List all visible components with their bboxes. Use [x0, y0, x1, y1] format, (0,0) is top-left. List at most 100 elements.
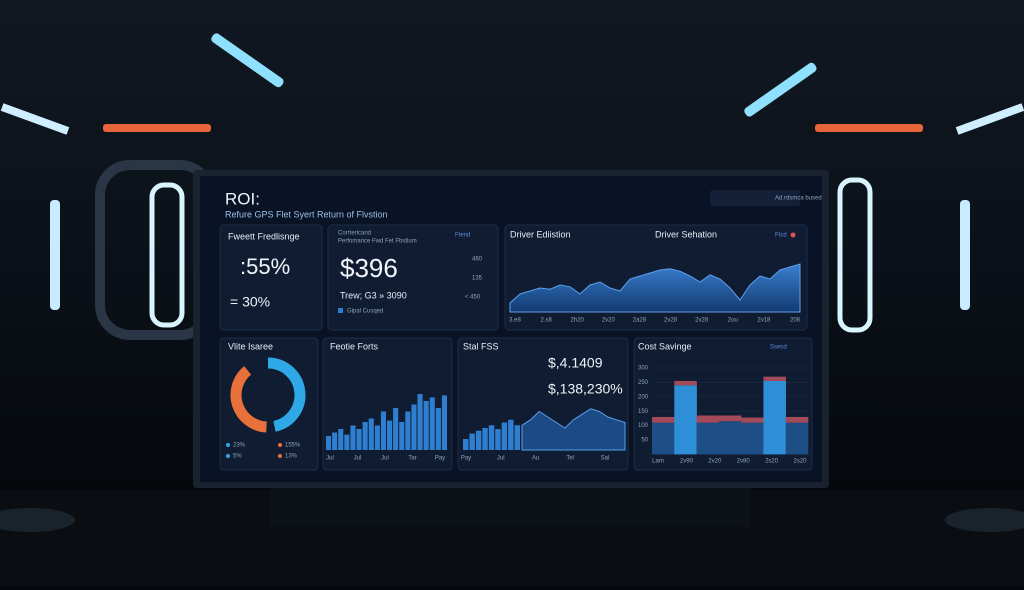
x-tick-label: 2v20 — [602, 318, 616, 324]
x-tick-label: 3.e8 — [509, 318, 521, 324]
x-tick-label: 2v90 — [680, 459, 694, 465]
x-tick-label: 2.s8 — [540, 318, 552, 324]
stack-segment — [763, 380, 787, 455]
stack-segment — [674, 385, 697, 455]
stack-segment — [785, 422, 809, 455]
kpi-sub: Trew; G3 » 3090 — [340, 290, 407, 300]
panel-title: Stal FSS — [463, 341, 499, 351]
stack-segment — [652, 422, 675, 455]
legend-dot — [226, 454, 230, 458]
stack-segment — [652, 416, 675, 423]
dashboard-subtitle: Refure GPS Flet Syert Return of Flvstion — [225, 209, 388, 219]
bar — [482, 428, 488, 450]
bar — [508, 419, 514, 450]
tag: Ftcd — [775, 233, 787, 239]
x-tick-label: 2a28 — [633, 318, 647, 324]
bar — [338, 429, 344, 450]
bar — [380, 411, 386, 450]
bar — [356, 429, 362, 450]
legend-label: 5% — [233, 454, 242, 460]
stack-segment — [674, 380, 697, 386]
panel-title: Vlite Isaree — [228, 341, 273, 351]
panel-subtitle: Perfomance Fwd Fet Fbstlum — [338, 239, 417, 245]
y-tick-label: 150 — [638, 409, 649, 415]
bar — [344, 434, 350, 450]
header: ROI: Refure GPS Flet Syert Return of Flv… — [225, 189, 822, 219]
side-label: 135 — [472, 276, 483, 282]
bar — [429, 397, 435, 450]
bar — [463, 439, 469, 450]
side-label: < 450 — [465, 295, 481, 301]
panel-title: Corrterlcand — [338, 231, 371, 237]
donut-segment — [230, 366, 268, 433]
area — [509, 263, 801, 313]
y-tick-label: 250 — [638, 380, 649, 386]
legend-label: 13% — [285, 454, 298, 460]
stack-segment — [785, 416, 809, 423]
x-tick-label: Tar — [408, 456, 416, 462]
bar — [441, 395, 447, 450]
x-tick-label: Lam — [652, 459, 664, 465]
x-tick-label: Jul — [326, 456, 334, 462]
x-tick-label: 2v28 — [695, 318, 709, 324]
bar — [362, 422, 368, 450]
y-tick-label: 50 — [641, 438, 648, 444]
x-tick-label: Jul — [381, 456, 389, 462]
x-tick-label: Pay — [435, 456, 445, 462]
legend-dot — [226, 443, 230, 447]
legend-label: Gipal Cusqed — [347, 309, 383, 315]
panel-title: Cost Savinge — [638, 341, 692, 351]
x-tick-label: 208 — [790, 318, 801, 324]
dashboard-title: ROI: — [225, 189, 260, 208]
panel-title: Driver Ediistion — [510, 229, 571, 239]
x-tick-label: Jul — [354, 456, 362, 462]
area — [521, 408, 626, 451]
x-tick-label: 2v80 — [737, 459, 751, 465]
stack-segment — [741, 417, 764, 423]
stack-segment — [763, 376, 787, 381]
x-tick-label: 2h20 — [571, 318, 585, 324]
x-tick-label: 2s20 — [765, 459, 779, 465]
legend-dot — [278, 443, 282, 447]
x-tick-label: 2v20 — [708, 459, 722, 465]
y-tick-label: 100 — [638, 423, 649, 429]
tag: Ftend — [455, 233, 470, 239]
x-tick-label: Jul — [497, 456, 505, 462]
legend-label: 23% — [233, 443, 246, 449]
stack-segment — [718, 415, 742, 422]
bar — [405, 411, 411, 450]
legend-dot — [278, 454, 282, 458]
bar — [469, 433, 475, 450]
bar — [332, 432, 338, 450]
bar — [393, 408, 399, 450]
kpi-sub: $,138,230% — [548, 381, 623, 397]
bar — [399, 422, 405, 450]
x-tick-label: 2v18 — [757, 318, 771, 324]
kpi-value: $396 — [340, 253, 398, 283]
bar — [435, 408, 441, 450]
side-label: 460 — [472, 257, 483, 263]
panel-subtitle: Driver Sehation — [655, 229, 717, 239]
kpi-value: :55% — [240, 254, 290, 279]
panel-title: Fweett Fredlisnge — [228, 231, 300, 241]
tag: Ssecd — [770, 345, 787, 351]
bar — [488, 425, 495, 450]
bar — [326, 436, 332, 450]
bar — [495, 429, 501, 450]
legend-label: 155% — [285, 443, 301, 449]
donut-segment — [267, 357, 306, 432]
stack-segment — [718, 421, 742, 455]
y-tick-label: 300 — [638, 366, 649, 372]
bar — [514, 425, 520, 450]
bar — [417, 394, 423, 450]
stack-segment — [741, 422, 764, 455]
badge: Ad.rdsmca bused — [775, 196, 822, 202]
y-tick-label: 200 — [638, 394, 649, 400]
stack-segment — [696, 415, 720, 423]
x-tick-label: 2v28 — [664, 318, 678, 324]
kpi-sub: = 30% — [230, 294, 270, 310]
x-tick-label: Pay — [461, 456, 471, 462]
x-tick-label: 2s20 — [793, 459, 807, 465]
x-tick-label: Sal — [601, 456, 610, 462]
